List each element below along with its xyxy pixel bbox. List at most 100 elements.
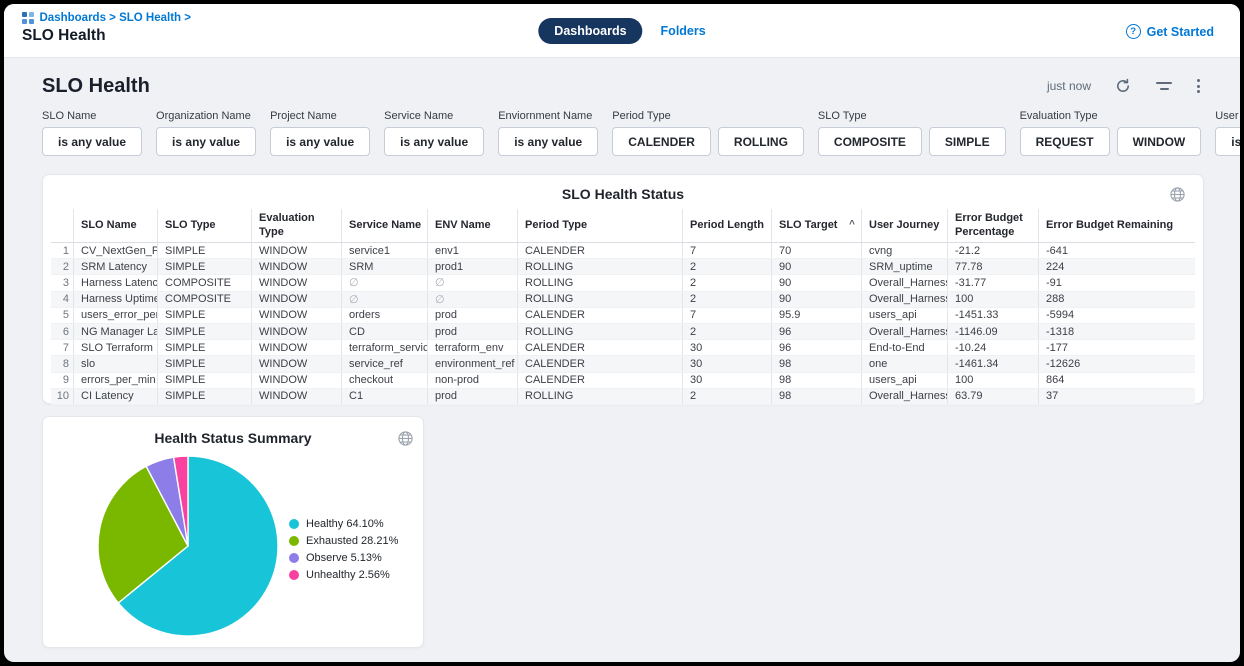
table-cell: WINDOW	[251, 275, 341, 291]
pie-legend: Healthy 64.10% Exhausted 28.21% Observe 5.…	[289, 515, 398, 583]
filter-button-is-any-value[interactable]: is any value	[156, 127, 257, 156]
row-number: 4	[62, 293, 69, 306]
filter-group-evaluation-type: Evaluation Type REQUEST WINDOW	[1019, 110, 1202, 156]
filter-label: SLO Name	[42, 110, 97, 122]
dashboard-filter-icon[interactable]	[1155, 82, 1173, 90]
pie-slice-exhausted[interactable]	[97, 465, 189, 604]
table-cell: orders	[341, 307, 427, 323]
table-cell: users_api	[861, 372, 947, 388]
table-cell: C1	[341, 388, 427, 404]
filter-button-window[interactable]: WINDOW	[1116, 127, 1202, 156]
breadcrumb[interactable]: Dashboards > SLO Health >	[39, 12, 191, 24]
table-cell: prod	[427, 307, 517, 323]
table-cell: CD	[341, 323, 427, 340]
pie-slice-healthy[interactable]	[117, 455, 279, 637]
row-number: 9	[62, 374, 69, 387]
table-cell: service1	[341, 243, 427, 259]
get-started-link[interactable]: ? Get Started	[1125, 24, 1214, 39]
legend-item-exhausted[interactable]: Exhausted 28.21%	[289, 532, 398, 549]
table-cell: SIMPLE	[157, 372, 251, 388]
table-cell: COMPOSITE	[157, 275, 251, 291]
table-cell: End-to-End	[861, 340, 947, 356]
filter-group-user-journey: User Journey is any value	[1215, 110, 1240, 156]
filter-label: User Journey	[1215, 110, 1240, 122]
filter-label: Service Name	[384, 110, 454, 122]
table-row[interactable]: 2 SRM Latency SIMPLE WINDOW SRM prod1 ROLLING 2…	[51, 259, 1195, 276]
table-row[interactable]: 1 CV_NextGen_ProdSIMPLEWINDOWservice1env1…	[51, 243, 1195, 260]
table-row[interactable]: 4 Harness Uptime COMPOSITE WINDOW ∅ ∅ ROLLING 2…	[51, 291, 1195, 308]
row-number: 5	[62, 309, 69, 322]
kebab-menu-icon[interactable]	[1197, 79, 1200, 93]
table-row[interactable]: 5 users_error_per_minSIMPLEWINDOWorderspr…	[51, 307, 1195, 324]
row-number-header	[51, 209, 73, 242]
legend-item-healthy[interactable]: Healthy 64.10%	[289, 515, 398, 532]
row-number: 3	[62, 276, 69, 289]
table-row[interactable]: 9 errors_per_min SIMPLE WINDOW checkout non-p…	[51, 372, 1195, 389]
column-header-env-name[interactable]: ENV Name	[427, 209, 517, 242]
column-header-service-name[interactable]: Service Name	[341, 209, 427, 242]
table-row[interactable]: 8 slo SIMPLE WINDOW service_ref environment_r…	[51, 356, 1195, 373]
table-cell: 224	[1038, 259, 1195, 275]
tab-folders[interactable]: Folders	[660, 24, 706, 38]
pie-chart-title: Health Status Summary	[154, 430, 312, 446]
table-cell: Overall_Harness	[861, 275, 947, 291]
table-cell: 70	[771, 243, 861, 259]
column-header-slo-name[interactable]: SLO Name	[73, 209, 157, 242]
filter-button-is-any-value[interactable]: is any value	[384, 127, 485, 156]
filter-button-rolling[interactable]: ROLLING	[717, 127, 804, 156]
table-cell: SIMPLE	[157, 323, 251, 340]
globe-icon[interactable]	[398, 431, 413, 451]
table-cell: WINDOW	[251, 340, 341, 356]
filter-button-is-any-value[interactable]: is any value	[498, 127, 599, 156]
table-cell: SIMPLE	[157, 340, 251, 356]
column-header-period-length[interactable]: Period Length	[682, 209, 771, 242]
column-header-evaluation-type[interactable]: Evaluation Type	[251, 209, 341, 242]
pie-slice-unhealthy[interactable]	[172, 455, 189, 547]
column-header-slo-type[interactable]: SLO Type	[157, 209, 251, 242]
table-cell: 7	[682, 243, 771, 259]
refresh-icon[interactable]	[1115, 78, 1131, 94]
table-cell: ∅	[427, 291, 517, 307]
legend-label: Unhealthy 2.56%	[306, 568, 390, 581]
row-number: 6	[62, 325, 69, 338]
slo-health-table: SLO Name SLO Type Evaluation Type Service N…	[51, 209, 1195, 405]
table-cell: users_api	[861, 307, 947, 323]
column-header-error-budget-remaining[interactable]: Error Budget Remaining	[1038, 209, 1195, 242]
filter-button-is-any-value[interactable]: is any value	[42, 127, 143, 156]
health-summary-card: Health Status Summary Healthy 64.10% Exha…	[42, 416, 424, 648]
table-cell: SIMPLE	[157, 388, 251, 404]
globe-icon[interactable]	[1170, 187, 1185, 207]
table-cell: COMPOSITE	[157, 291, 251, 307]
table-cell: SIMPLE	[157, 356, 251, 372]
table-cell: 90	[771, 291, 861, 307]
filter-group-slo-name: SLO Name is any value	[42, 110, 143, 156]
table-cell: 30	[682, 356, 771, 372]
column-header-slo-target[interactable]: SLO Target ^	[771, 209, 861, 242]
filter-button-simple[interactable]: SIMPLE	[928, 127, 1006, 156]
filter-button-composite[interactable]: COMPOSITE	[817, 127, 922, 156]
legend-label: Observe 5.13%	[306, 551, 382, 564]
filter-group-service-name: Service Name is any value	[384, 110, 485, 156]
table-cell: Harness Latency	[73, 275, 157, 291]
table-row[interactable]: 6 NG Manager LatencySIMPLEWINDOWCDprodROL…	[51, 323, 1195, 341]
column-header-period-type[interactable]: Period Type	[517, 209, 682, 242]
filter-button-calender[interactable]: CALENDER	[612, 127, 711, 156]
column-header-user-journey[interactable]: User Journey	[861, 209, 947, 242]
table-cell: CALENDER	[517, 307, 682, 323]
column-header-error-budget-percentage[interactable]: Error Budget Percentage	[947, 209, 1038, 242]
legend-item-unhealthy[interactable]: Unhealthy 2.56%	[289, 566, 398, 583]
table-cell: 2	[682, 259, 771, 275]
table-cell: WINDOW	[251, 388, 341, 404]
filter-button-is-any-value[interactable]: is any value	[270, 127, 371, 156]
filter-button-request[interactable]: REQUEST	[1019, 127, 1110, 156]
filter-button-is-any-value[interactable]: is any value	[1215, 127, 1240, 156]
table-cell: non-prod	[427, 372, 517, 388]
table-row[interactable]: 10 CI Latency SIMPLE WINDOW C1 prod ROLLING 2 98…	[51, 388, 1195, 405]
table-row[interactable]: 7 SLO Terraform SIMPLE WINDOW terraform_serv…	[51, 340, 1195, 357]
table-row[interactable]: 3 Harness Latency COMPOSITE WINDOW ∅ ∅ ROLLING…	[51, 275, 1195, 292]
filter-group-slo-type: SLO Type COMPOSITE SIMPLE	[817, 110, 1006, 156]
table-cell: ∅	[341, 291, 427, 307]
legend-item-observe[interactable]: Observe 5.13%	[289, 549, 398, 566]
filter-group-project-name: Project Name is any value	[270, 110, 371, 156]
tab-dashboards[interactable]: Dashboards	[538, 18, 643, 44]
